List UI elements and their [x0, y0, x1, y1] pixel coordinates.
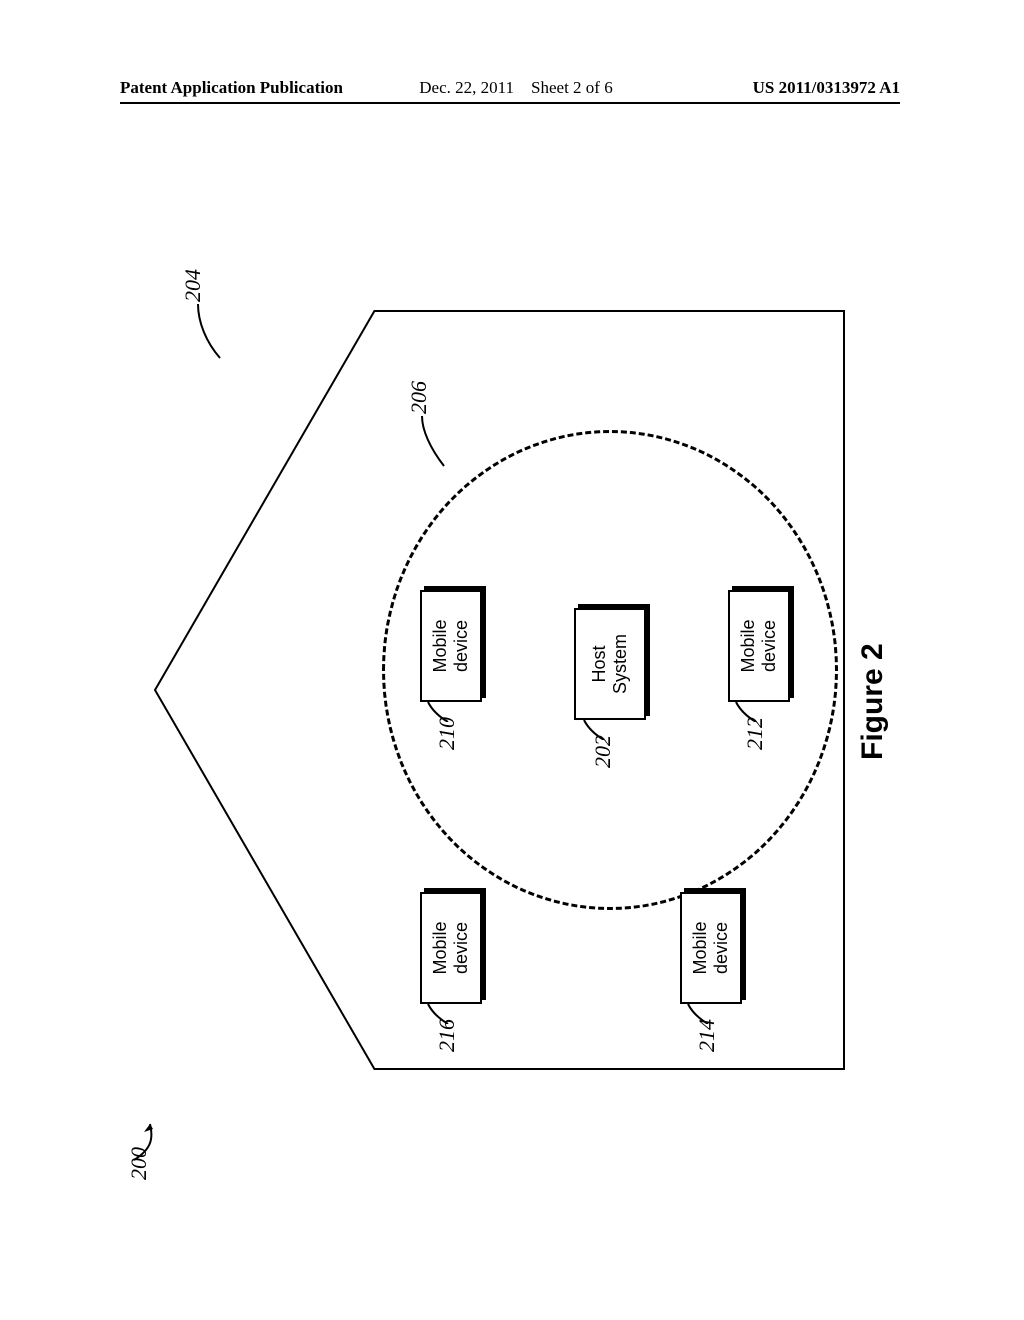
lead-circle: [416, 412, 452, 470]
mobile-214-label: Mobile device: [690, 921, 731, 974]
host-box: Host System: [574, 608, 646, 720]
lead-host: [582, 716, 610, 740]
lead-216: [426, 1000, 452, 1024]
ref-circle: 206: [406, 381, 432, 414]
mobile-214-box: Mobile device: [680, 892, 742, 1004]
page-header: Patent Application Publication Dec. 22, …: [0, 78, 1024, 114]
header-sep: [518, 78, 527, 97]
header-date: Dec. 22, 2011: [419, 78, 514, 97]
mobile-216-box: Mobile device: [420, 892, 482, 1004]
lead-210: [426, 698, 452, 722]
ref-house: 204: [180, 269, 206, 302]
house-roof: [150, 310, 380, 1070]
figure-landscape: 200 204 206 Host System: [120, 200, 900, 1200]
mobile-212-label: Mobile device: [738, 619, 779, 672]
mobile-216-label: Mobile device: [430, 921, 471, 974]
figure-label: Figure 2: [856, 643, 890, 760]
header-left: Patent Application Publication: [120, 78, 343, 98]
lead-house: [192, 300, 232, 362]
header-right: US 2011/0313972 A1: [753, 78, 900, 98]
header-rule: [120, 102, 900, 104]
mobile-210-box: Mobile device: [420, 590, 482, 702]
lead-214: [686, 1000, 712, 1024]
figure-viewport: 200 204 206 Host System: [120, 200, 900, 1200]
mobile-212-box: Mobile device: [728, 590, 790, 702]
header-sheet: Sheet 2 of 6: [531, 78, 613, 97]
lead-212: [734, 698, 760, 722]
ref-overall: 200: [126, 1147, 152, 1180]
page: Patent Application Publication Dec. 22, …: [0, 0, 1024, 1320]
header-center: Dec. 22, 2011 Sheet 2 of 6: [326, 78, 706, 98]
host-label: Host System: [589, 634, 630, 694]
mobile-210-label: Mobile device: [430, 619, 471, 672]
